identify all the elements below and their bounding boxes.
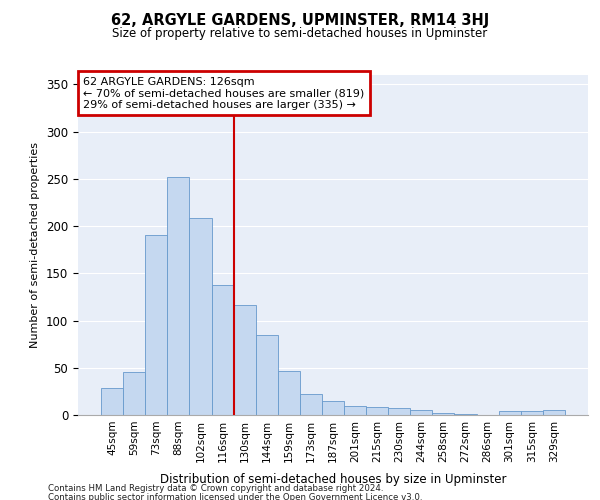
Y-axis label: Number of semi-detached properties: Number of semi-detached properties: [31, 142, 40, 348]
Bar: [145, 234, 167, 415]
X-axis label: Distribution of semi-detached houses by size in Upminster: Distribution of semi-detached houses by …: [160, 473, 506, 486]
Text: Size of property relative to semi-detached houses in Upminster: Size of property relative to semi-detach…: [112, 28, 488, 40]
Text: Contains public sector information licensed under the Open Government Licence v3: Contains public sector information licen…: [48, 494, 422, 500]
Bar: [366, 406, 388, 415]
Bar: [521, 411, 543, 415]
Bar: [300, 394, 322, 415]
Bar: [388, 408, 410, 415]
Bar: [167, 177, 190, 415]
Text: 62 ARGYLE GARDENS: 126sqm
← 70% of semi-detached houses are smaller (819)
29% of: 62 ARGYLE GARDENS: 126sqm ← 70% of semi-…: [83, 76, 364, 110]
Text: 62, ARGYLE GARDENS, UPMINSTER, RM14 3HJ: 62, ARGYLE GARDENS, UPMINSTER, RM14 3HJ: [111, 12, 489, 28]
Bar: [322, 401, 344, 415]
Bar: [233, 304, 256, 415]
Bar: [212, 284, 233, 415]
Bar: [543, 410, 565, 415]
Bar: [278, 370, 300, 415]
Bar: [123, 372, 145, 415]
Bar: [101, 388, 123, 415]
Bar: [433, 413, 454, 415]
Bar: [454, 414, 476, 415]
Bar: [344, 406, 366, 415]
Bar: [499, 411, 521, 415]
Text: Contains HM Land Registry data © Crown copyright and database right 2024.: Contains HM Land Registry data © Crown c…: [48, 484, 383, 493]
Bar: [190, 218, 212, 415]
Bar: [410, 410, 433, 415]
Bar: [256, 334, 278, 415]
